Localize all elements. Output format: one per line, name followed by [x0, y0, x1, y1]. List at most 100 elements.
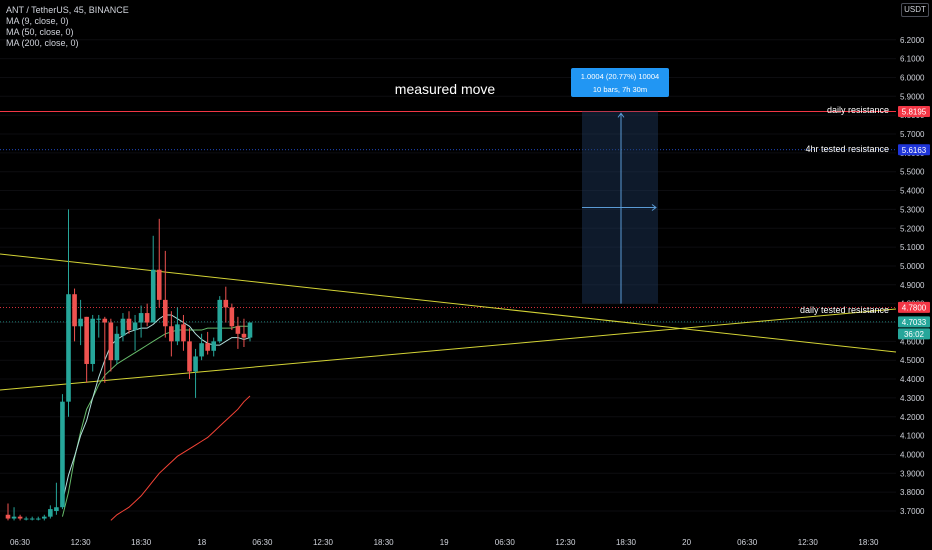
candle-body — [48, 509, 53, 517]
candle-body — [169, 326, 174, 342]
time-tick-label: 20 — [682, 538, 691, 547]
countdown-label: 36:02 — [904, 330, 925, 339]
candle-body — [241, 333, 247, 338]
time-tick-label: 12:30 — [798, 538, 819, 547]
descending-trendline — [0, 253, 897, 353]
candle-body — [5, 514, 11, 519]
price-tick-label: 5.5000 — [900, 168, 925, 177]
time-tick-label: 06:30 — [495, 538, 516, 547]
time-tick-label: 18:30 — [374, 538, 395, 547]
price-tick-label: 5.3000 — [900, 205, 925, 214]
symbol-title: ANT / TetherUS, 45, BINANCE — [6, 5, 129, 15]
time-tick-label: 18 — [197, 538, 206, 547]
price-tick-label: 6.2000 — [900, 36, 925, 45]
indicator-ma200-label[interactable]: MA (200, close, 0) — [6, 38, 79, 48]
time-tick-label: 18:30 — [858, 538, 879, 547]
candle-body — [66, 294, 71, 402]
candle-body — [96, 318, 102, 320]
4hr-tested-resistance-text: 4hr tested resistance — [805, 144, 889, 154]
price-tick-label: 3.9000 — [900, 469, 925, 478]
countdown-label-bg — [898, 328, 930, 340]
price-tick-label: 4.1000 — [900, 432, 925, 441]
candle-body — [17, 516, 23, 519]
ma200-line — [110, 395, 251, 521]
currency-selector[interactable]: USDT — [901, 3, 929, 17]
indicator-ma50-label[interactable]: MA (50, close, 0) — [6, 27, 74, 37]
daily-resistance-price-label-bg — [898, 105, 930, 117]
candle-body — [132, 322, 138, 331]
candle-body — [163, 299, 168, 327]
candle-body — [156, 269, 162, 300]
horizontal-levels — [0, 110, 896, 323]
candle-body — [108, 322, 114, 361]
price-tick-label: 4.6000 — [900, 337, 925, 346]
time-axis[interactable]: 06:30 12:30 18:30 18 06:30 12:30 18:30 19 06:30 1… — [10, 538, 879, 547]
candle-body — [72, 294, 77, 327]
4hr-resistance-price-label-bg — [898, 144, 930, 156]
candle-body — [102, 318, 108, 323]
daily-tested-price-label: 4.7800 — [902, 303, 927, 312]
candle-body — [29, 518, 35, 520]
daily-tested-price-label-bg — [898, 301, 930, 313]
price-axis[interactable]: 6.20006.10006.00005.90005.80005.70005.60… — [898, 36, 930, 516]
candle-body — [205, 343, 210, 351]
last-price-label: 4.7033 — [902, 318, 927, 327]
price-tick-label: 4.4000 — [900, 375, 925, 384]
candle-body — [211, 341, 216, 351]
time-tick-label: 12:30 — [555, 538, 576, 547]
price-tick-label: 6.0000 — [900, 73, 925, 82]
last-price-label-bg — [898, 316, 930, 328]
price-tick-label: 5.0000 — [900, 262, 925, 271]
candle-body — [84, 316, 89, 364]
measure-tooltip — [571, 68, 669, 97]
measure-arrowhead-up — [617, 112, 625, 118]
candle-body — [247, 322, 253, 338]
candle-body — [11, 516, 17, 519]
time-tick-label: 06:30 — [10, 538, 31, 547]
candle-body — [114, 333, 120, 361]
measure-change-text: 1.0004 (20.77%) 10004 — [581, 72, 659, 81]
price-tick-label: 4.2000 — [900, 413, 925, 422]
ma9-line — [61, 314, 251, 502]
price-tick-label: 4.5000 — [900, 356, 925, 365]
time-tick-label: 12:30 — [313, 538, 334, 547]
time-tick-label: 18:30 — [616, 538, 637, 547]
indicator-ma9-label[interactable]: MA (9, close, 0) — [6, 16, 69, 26]
candle-body — [120, 318, 126, 336]
price-tick-label: 4.9000 — [900, 281, 925, 290]
trendlines[interactable] — [0, 253, 897, 391]
candle-body — [193, 356, 198, 372]
candle-body — [54, 507, 59, 511]
daily-tested-resistance-text: daily tested resistance — [800, 305, 889, 315]
4hr-resistance-price-label: 5.6163 — [902, 146, 927, 155]
price-tick-label: 4.0000 — [900, 450, 925, 459]
daily-resistance-price-label: 5.8195 — [902, 107, 927, 116]
time-tick-label: 06:30 — [252, 538, 273, 547]
candle-body — [217, 299, 223, 342]
candle-body — [35, 518, 41, 520]
price-tick-label: 5.4000 — [900, 187, 925, 196]
price-tick-label: 4.3000 — [900, 394, 925, 403]
candle-body — [199, 343, 204, 357]
candle-body — [223, 299, 229, 308]
candle-body — [175, 324, 180, 342]
daily-resistance-text: daily resistance — [827, 105, 889, 115]
price-tick-label: 5.9000 — [900, 92, 925, 101]
price-tick-label: 5.1000 — [900, 243, 925, 252]
time-tick-label: 12:30 — [71, 538, 92, 547]
candle-body — [235, 326, 241, 334]
time-tick-label: 19 — [440, 538, 449, 547]
price-tick-label: 6.1000 — [900, 55, 925, 64]
price-tick-label: 3.8000 — [900, 488, 925, 497]
candles — [5, 209, 253, 521]
price-tick-label: 5.7000 — [900, 130, 925, 139]
candle-body — [90, 318, 95, 364]
candle-body — [78, 318, 83, 327]
time-tick-label: 06:30 — [737, 538, 758, 547]
candle-body — [229, 307, 235, 327]
measure-tool[interactable]: 1.0004 (20.77%) 10004 10 bars, 7h 30m — [571, 68, 669, 304]
candle-body — [126, 318, 132, 331]
grid — [0, 39, 896, 512]
